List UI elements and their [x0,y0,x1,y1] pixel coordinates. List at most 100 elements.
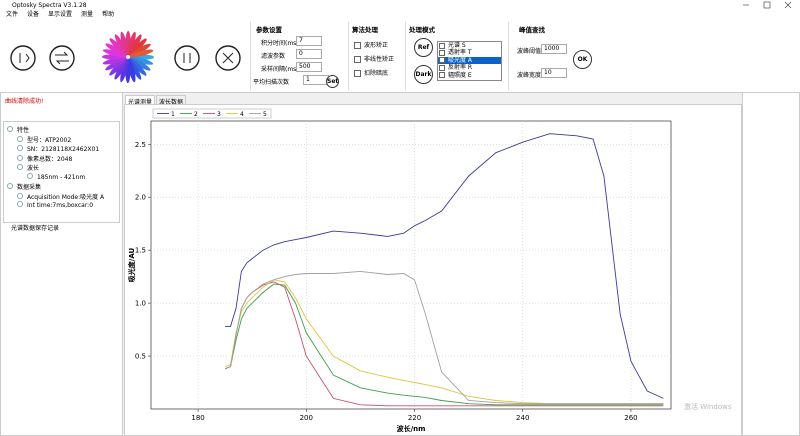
title-bar: Optosky Spectra V3.1.28 [0,0,800,10]
x-tick-label: 260 [624,414,637,422]
tree-icon [17,145,23,151]
field-input[interactable]: 500 [296,62,322,72]
mode-panel: 处理模式 Ref Dark 光谱 S 透射率 T 吸光度 A 反射率 R 辐照度 E [405,22,506,90]
tree-icon [17,135,23,142]
option-label: 光谱 S [448,42,466,49]
tree-icon [17,192,23,199]
field-label: 波峰宽度 [517,72,542,79]
option-label: 辐照度 E [448,71,472,79]
checkbox[interactable] [439,72,445,79]
tree-node[interactable]: 波长 [17,163,39,172]
option-label: 非线性矫正 [364,56,395,63]
menu-item[interactable]: 显示设置 [48,11,73,18]
checkbox[interactable] [439,42,445,49]
tree-icon [27,172,33,179]
checkbox[interactable] [354,56,361,63]
field-label: 波峰阈值 [517,48,542,55]
field-input[interactable]: 7 [296,36,322,46]
mode-option[interactable]: 辐照度 E [438,72,501,79]
tree-node[interactable]: Int time:7ms,boxcar:0 [17,201,93,209]
y-tick-label: 1.5 [135,247,146,255]
option-label: 透射率 T [448,49,472,57]
x-tick-label: 200 [300,414,313,422]
chart: 180 200 220 240 260 0.5 1.0 1.5 2.0 2.5 波长/nm 吸光度/A… [127,108,672,433]
panel-title: 峰值查找 [519,26,545,34]
tree-node[interactable]: SN：2128118X2462X01 [17,144,99,153]
menu-item[interactable]: 帮助 [102,11,115,18]
tree-label: 型号：ATP2002 [27,136,72,144]
option-label: 扣除暗底 [364,70,389,77]
checkbox-option[interactable]: 波形矫正 [354,40,388,49]
tree-node[interactable]: 型号：ATP2002 [17,135,71,144]
tree-icon [17,164,23,170]
window-controls[interactable] [740,0,800,10]
status-text: 曲线清除成功! [5,98,44,105]
tree-icon [17,154,23,161]
tree-node[interactable]: 像素总数：2048 [17,154,72,163]
legend-label: 5 [263,111,267,118]
field-label: 滤波参数 [261,53,286,60]
checkbox[interactable] [439,57,445,64]
logo-blade [120,58,129,83]
mode-option[interactable]: 吸光度 A [438,56,501,65]
x-axis-label: 波长/nm [397,424,426,433]
toolbar: 参数设置 积分时间(ms) 7 滤波参数 0 采样间隔(ms) 500 平均扫描次数 1 Se… [0,20,800,93]
series-line [224,270,664,405]
checkbox[interactable] [439,49,445,56]
dark-button[interactable]: Dark [414,65,433,84]
tree-icon [7,126,13,132]
y-tick-label: 0.5 [135,353,146,361]
checkbox[interactable] [439,64,445,71]
algo-panel: 算法处理 波形矫正非线性矫正扣除暗底 [348,22,403,90]
tree-node[interactable]: 特性 [7,125,29,134]
field-input[interactable]: 10 [541,68,567,78]
checkbox[interactable] [354,70,361,77]
checkbox[interactable] [354,42,361,49]
peak-panel: 峰值查找 波峰阈值 1000 波峰宽度 10 OK [508,22,606,90]
left-panel: 曲线清除成功! 特性型号：ATP2002 SN：2128118X2462X01 像素… [0,92,123,436]
mode-option[interactable]: 光谱 S [438,42,501,49]
menu-item[interactable]: 文件 [6,11,19,18]
mode-option[interactable]: 透射率 T [438,49,501,56]
tree-node[interactable]: 185nm - 421nm [27,172,85,181]
watermark: 激活 Windows [684,403,732,411]
panel-title: 算法处理 [352,26,378,34]
params-panel: 参数设置 积分时间(ms) 7 滤波参数 0 采样间隔(ms) 500 平均扫描次数 1 Se… [250,22,346,90]
menu-bar: 文件 设备 显示设置 测量 帮助 [0,10,800,20]
tree-label: 特性 [17,127,30,134]
option-label: 吸光度 A [448,56,473,64]
menu-item[interactable]: 设备 [27,11,40,18]
tree-icon [17,201,23,207]
field-input[interactable]: 1000 [541,44,567,54]
menu-item[interactable]: 测量 [81,11,94,18]
option-label: 波形矫正 [364,42,389,49]
y-axis-label: 吸光度/AU [127,247,136,282]
plot-area [150,120,672,410]
legend-label: 4 [240,111,244,118]
x-tick-label: 180 [191,414,204,422]
tree-label: SN：2128118X2462X01 [27,146,100,153]
checkbox-option[interactable]: 扣除暗底 [354,68,388,77]
mode-option[interactable]: 反射率 R [438,64,501,71]
field-input[interactable]: 0 [296,49,322,59]
tree-view: 特性型号：ATP2002 SN：2128118X2462X01 像素总数：2048 波… [3,121,120,223]
logo-blade [102,49,127,58]
series-line [225,133,664,399]
tree-label: 像素总数：2048 [27,155,73,163]
toolbar-icons[interactable] [0,20,250,92]
ref-button[interactable]: Ref [414,38,433,57]
checkbox-option[interactable]: 非线性矫正 [354,54,394,63]
window-title: Optosky Spectra V3.1.28 [12,2,87,9]
series-line [224,283,664,406]
x-tick-label: 240 [516,414,529,422]
mode-list: 光谱 S 透射率 T 吸光度 A 反射率 R 辐照度 E [437,41,502,81]
set-button[interactable]: Set [326,75,339,88]
field-label: 积分时间(ms) [261,40,299,47]
tree-label: Acquisition Mode:吸光度 A [27,193,105,201]
tree-node[interactable]: 数据采集 [7,182,41,191]
legend-label: 1 [171,111,175,118]
tree-node[interactable]: Acquisition Mode:吸光度 A [17,192,104,201]
ok-button[interactable]: OK [573,50,592,69]
log-title: 光谱数据保存记录 [11,225,60,232]
